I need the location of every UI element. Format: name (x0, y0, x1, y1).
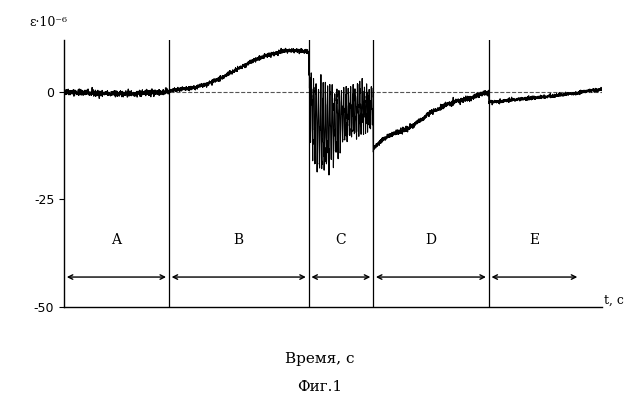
Text: C: C (335, 233, 346, 247)
Text: ε·10⁻⁶: ε·10⁻⁶ (29, 16, 67, 29)
Text: Время, с: Время, с (285, 352, 355, 366)
Text: B: B (234, 233, 244, 247)
Text: D: D (426, 233, 436, 247)
Text: A: A (111, 233, 122, 247)
Text: Фиг.1: Фиг.1 (298, 380, 342, 394)
Text: E: E (529, 233, 540, 247)
Text: t, с: t, с (604, 294, 624, 307)
